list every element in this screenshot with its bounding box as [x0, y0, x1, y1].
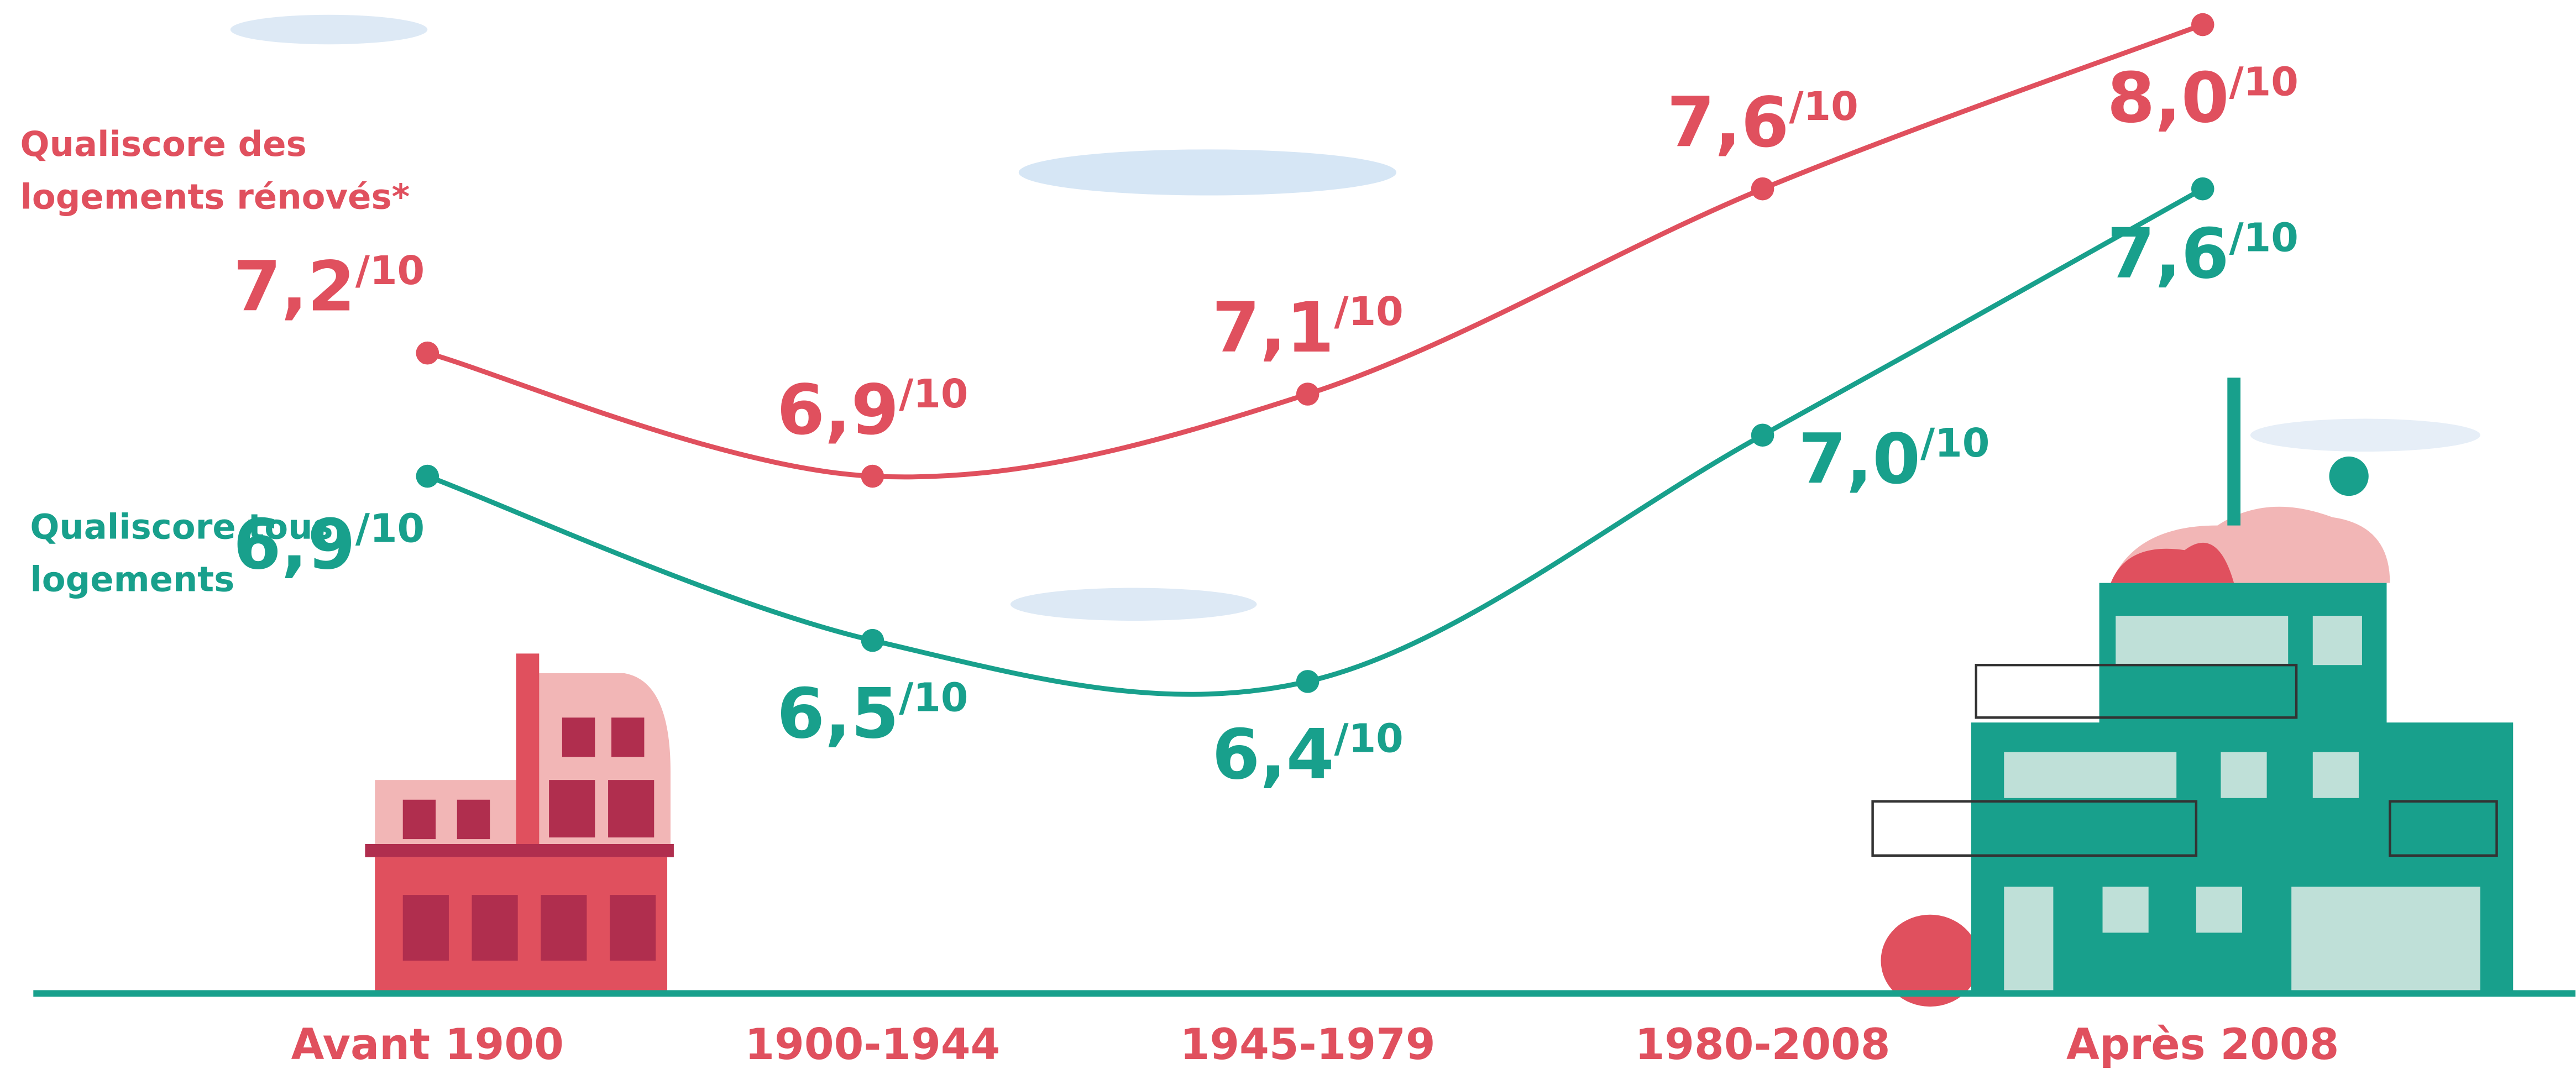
legend-item: Qualiscore des logements rénovés* [20, 124, 410, 217]
x-tick-label: 1900-1944 [745, 1020, 1000, 1069]
point [1751, 177, 1774, 201]
point [861, 464, 884, 488]
point [861, 628, 884, 652]
x-tick-label: 1980-2008 [1635, 1020, 1891, 1069]
point [416, 464, 439, 488]
value-label: 7,2/10 [233, 247, 425, 327]
point [1296, 670, 1320, 693]
legend-label: Qualiscore tous logements [30, 507, 333, 600]
decoration [33, 14, 2576, 1007]
value-label: 7,6/10 [1667, 82, 1858, 163]
x-tick-label: 1945-1979 [1180, 1020, 1436, 1069]
legend-label: Qualiscore des logements rénovés* [20, 124, 410, 217]
value-label: 7,6/10 [2107, 214, 2298, 294]
point [416, 341, 439, 365]
value-label: 6,9/10 [777, 370, 968, 450]
value-label: 7,0/10 [1798, 419, 1989, 499]
value-label: 6,4/10 [1212, 715, 1404, 795]
value-label: 7,1/10 [1212, 288, 1404, 368]
point [1296, 382, 1320, 406]
x-tick-label: Avant 1900 [291, 1020, 564, 1069]
point [1751, 423, 1774, 447]
line [427, 22, 2204, 480]
value-label: 6,5/10 [777, 674, 968, 754]
point [2191, 13, 2214, 36]
x-tick-label: Après 2008 [2066, 1020, 2339, 1069]
value-label: 6,9/10 [233, 505, 425, 585]
point [2191, 177, 2214, 201]
value-label: 8,0/10 [2107, 58, 2298, 138]
legend-item: Qualiscore tous logements [30, 507, 333, 600]
